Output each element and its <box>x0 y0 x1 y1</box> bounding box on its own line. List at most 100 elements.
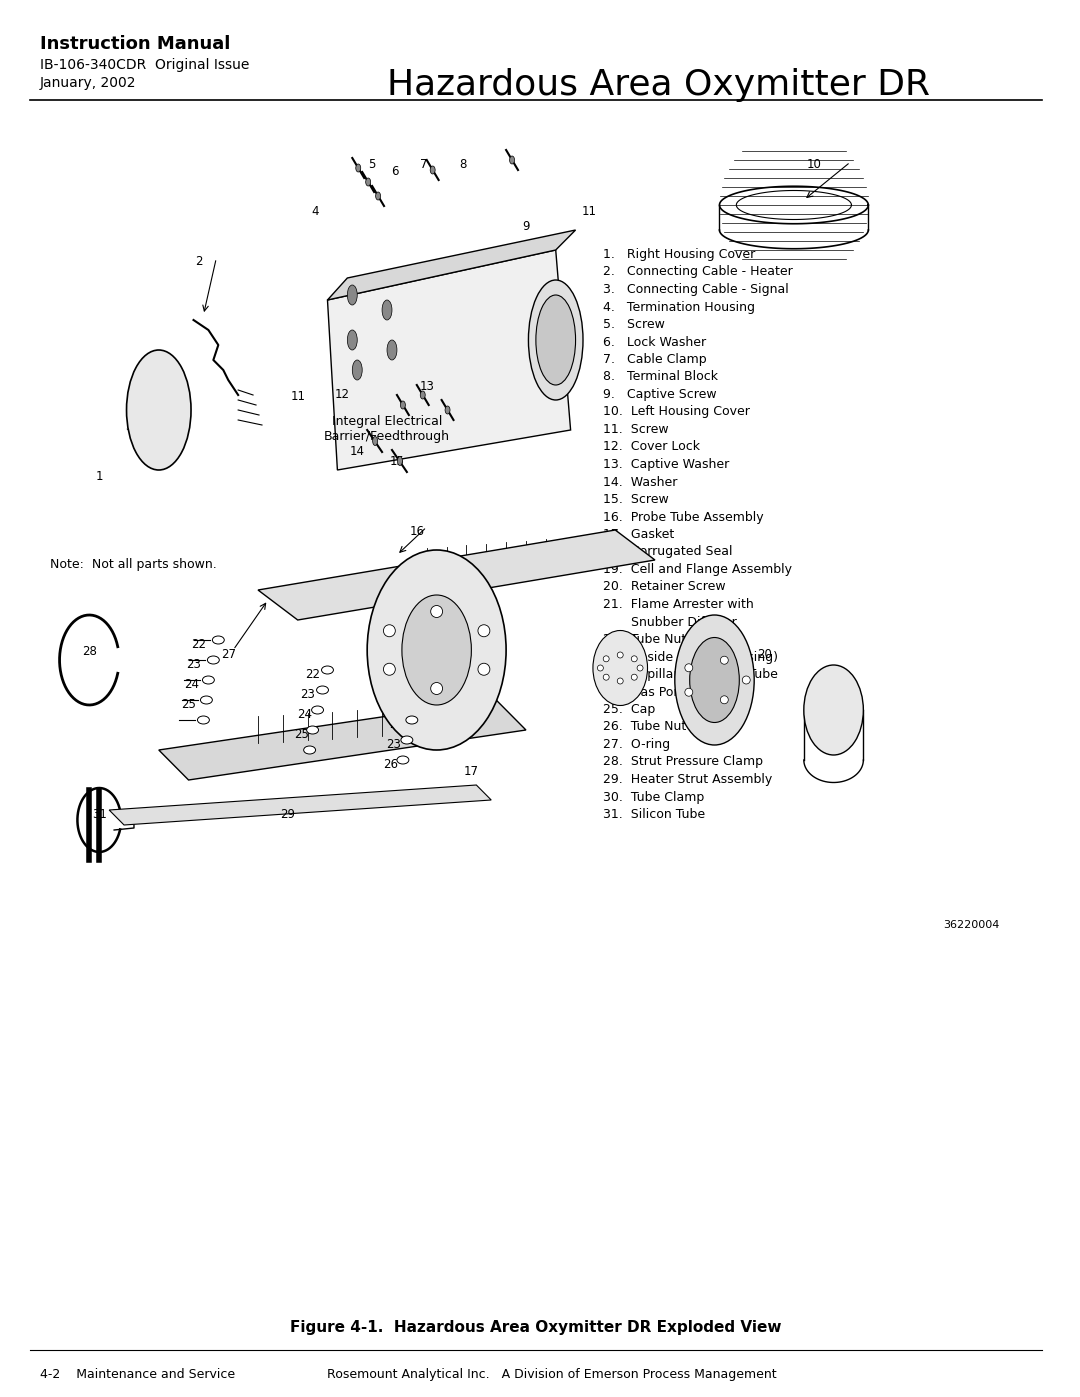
Text: 20: 20 <box>757 648 771 661</box>
Text: Rosemount Analytical Inc.   A Division of Emerson Process Management: Rosemount Analytical Inc. A Division of … <box>327 1368 778 1382</box>
Text: 22.  Tube Nut: 22. Tube Nut <box>604 633 687 645</box>
Ellipse shape <box>382 300 392 320</box>
Circle shape <box>431 683 443 694</box>
Text: 6.   Lock Washer: 6. Lock Washer <box>604 335 706 348</box>
Text: 1.   Right Housing Cover: 1. Right Housing Cover <box>604 249 756 261</box>
Text: 19: 19 <box>687 658 702 671</box>
Circle shape <box>685 689 692 696</box>
Circle shape <box>478 624 490 637</box>
Text: 2.   Connecting Cable - Heater: 2. Connecting Cable - Heater <box>604 265 793 278</box>
Circle shape <box>720 696 728 704</box>
Ellipse shape <box>376 191 380 200</box>
Text: 2: 2 <box>194 256 202 268</box>
Text: 13: 13 <box>419 380 434 393</box>
Text: 15.  Screw: 15. Screw <box>604 493 670 506</box>
Text: 4.   Termination Housing: 4. Termination Housing <box>604 300 755 313</box>
Circle shape <box>383 624 395 637</box>
Text: 25.  Cap: 25. Cap <box>604 703 656 717</box>
Circle shape <box>632 675 637 680</box>
Circle shape <box>604 655 609 662</box>
Text: 7.   Cable Clamp: 7. Cable Clamp <box>604 353 707 366</box>
Text: 18.  Corrugated Seal: 18. Corrugated Seal <box>604 545 733 559</box>
Circle shape <box>618 678 623 685</box>
Text: 21.  Flame Arrester with: 21. Flame Arrester with <box>604 598 754 610</box>
Ellipse shape <box>198 717 210 724</box>
Ellipse shape <box>202 676 214 685</box>
Ellipse shape <box>402 595 471 705</box>
Text: 7: 7 <box>420 158 428 170</box>
Text: 4-2    Maintenance and Service: 4-2 Maintenance and Service <box>40 1368 234 1382</box>
Polygon shape <box>327 250 570 469</box>
Text: 29.  Heater Strut Assembly: 29. Heater Strut Assembly <box>604 773 772 787</box>
Ellipse shape <box>207 657 219 664</box>
Ellipse shape <box>401 736 413 745</box>
Text: 6: 6 <box>391 165 399 177</box>
Text: 1: 1 <box>95 469 103 483</box>
Polygon shape <box>109 785 491 826</box>
Text: 24.  Gas Port: 24. Gas Port <box>604 686 684 698</box>
Text: 36220004: 36220004 <box>943 921 999 930</box>
Text: 22: 22 <box>191 638 206 651</box>
Ellipse shape <box>303 746 315 754</box>
Text: Snubber Diffuser: Snubber Diffuser <box>604 616 738 629</box>
Ellipse shape <box>675 615 754 745</box>
Text: 20: 20 <box>836 694 851 708</box>
Text: 10.  Left Housing Cover: 10. Left Housing Cover <box>604 405 751 419</box>
Ellipse shape <box>348 330 357 351</box>
Text: 23: 23 <box>186 658 201 671</box>
Text: 20.  Retainer Screw: 20. Retainer Screw <box>604 581 726 594</box>
Text: IB-106-340CDR  Original Issue: IB-106-340CDR Original Issue <box>40 59 249 73</box>
Circle shape <box>632 655 637 662</box>
Text: 3.   Connecting Cable - Signal: 3. Connecting Cable - Signal <box>604 284 789 296</box>
Ellipse shape <box>373 436 378 446</box>
Ellipse shape <box>367 550 507 750</box>
Circle shape <box>597 665 604 671</box>
Text: 16.  Probe Tube Assembly: 16. Probe Tube Assembly <box>604 510 764 524</box>
Ellipse shape <box>312 705 324 714</box>
Text: 28: 28 <box>82 645 97 658</box>
Text: 23: 23 <box>387 738 402 752</box>
Ellipse shape <box>387 339 397 360</box>
Text: 30.  Tube Clamp: 30. Tube Clamp <box>604 791 704 803</box>
Ellipse shape <box>366 177 370 186</box>
Ellipse shape <box>430 166 435 175</box>
Text: Integral Electrical
Barrier/Feedthrough: Integral Electrical Barrier/Feedthrough <box>324 415 450 443</box>
Text: 27: 27 <box>220 648 235 661</box>
Text: 8.   Terminal Block: 8. Terminal Block <box>604 370 718 384</box>
Text: 24: 24 <box>297 708 312 721</box>
Ellipse shape <box>406 717 418 724</box>
Text: 22: 22 <box>390 718 404 731</box>
Circle shape <box>685 664 692 672</box>
Ellipse shape <box>322 666 334 673</box>
Ellipse shape <box>352 360 362 380</box>
Ellipse shape <box>201 696 213 704</box>
Text: 11.  Screw: 11. Screw <box>604 423 669 436</box>
Text: 26: 26 <box>383 759 399 771</box>
Text: 31: 31 <box>92 807 107 821</box>
Ellipse shape <box>307 726 319 733</box>
Text: Instruction Manual: Instruction Manual <box>40 35 230 53</box>
Circle shape <box>618 652 623 658</box>
Text: 9: 9 <box>523 219 529 233</box>
Text: 3: 3 <box>125 420 133 433</box>
Text: 5.   Screw: 5. Screw <box>604 319 665 331</box>
Polygon shape <box>327 231 576 300</box>
Ellipse shape <box>126 351 191 469</box>
Text: 9.   Captive Screw: 9. Captive Screw <box>604 388 717 401</box>
Circle shape <box>604 675 609 680</box>
Text: 25: 25 <box>294 728 309 740</box>
Text: 19.  Cell and Flange Assembly: 19. Cell and Flange Assembly <box>604 563 793 576</box>
Ellipse shape <box>510 156 514 163</box>
Text: 14: 14 <box>350 446 365 458</box>
Ellipse shape <box>355 163 361 172</box>
Polygon shape <box>258 529 654 620</box>
Circle shape <box>720 657 728 664</box>
Text: 29: 29 <box>281 807 295 821</box>
Circle shape <box>742 676 751 685</box>
Ellipse shape <box>445 407 450 414</box>
Text: 12: 12 <box>335 388 350 401</box>
Text: 14.  Washer: 14. Washer <box>604 475 678 489</box>
Ellipse shape <box>536 295 576 386</box>
Text: (Inside Finned Housing): (Inside Finned Housing) <box>604 651 779 664</box>
Ellipse shape <box>316 686 328 694</box>
